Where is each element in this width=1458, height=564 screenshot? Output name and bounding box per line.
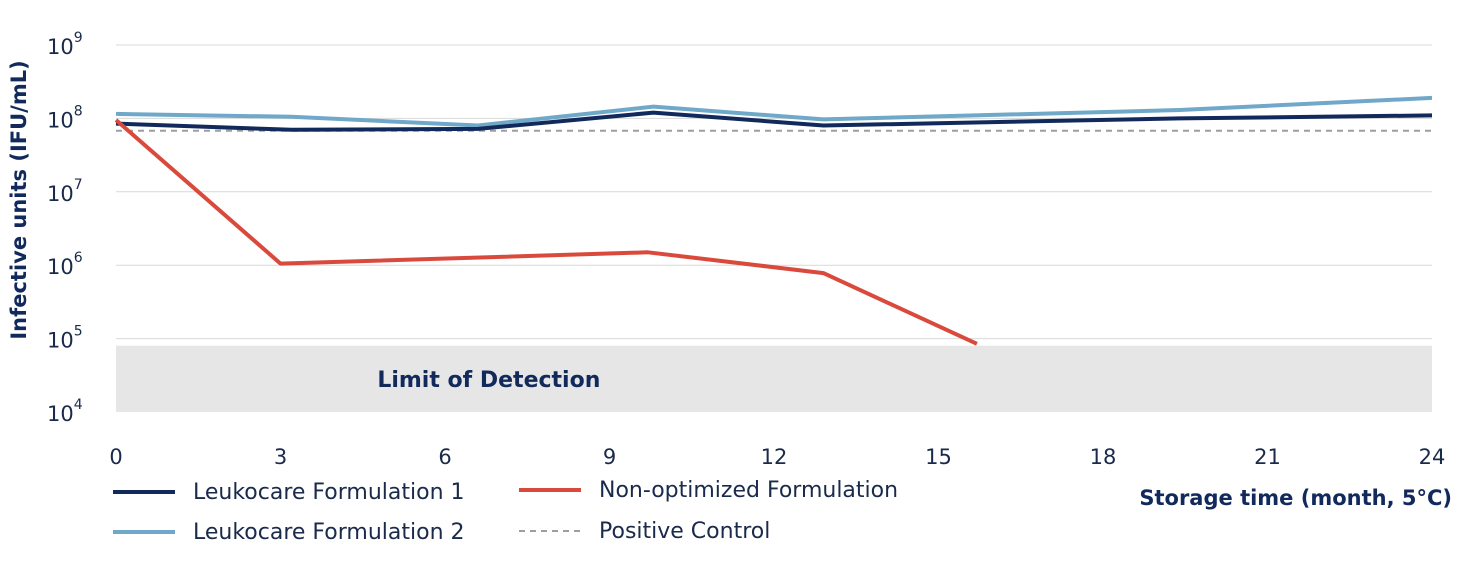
y-tick-label-4: 108 [47, 103, 83, 132]
x-tick-label-4: 12 [761, 445, 788, 469]
x-tick-label-3: 9 [603, 445, 616, 469]
series-line-non-optimized-formulation [114, 118, 978, 346]
series-layer [114, 95, 1433, 346]
x-tick-label-1: 3 [274, 445, 287, 469]
y-tick-label-1: 105 [47, 324, 83, 353]
x-tick-label-0: 0 [109, 445, 122, 469]
legend-label-non-optimized-formulation: Non-optimized Formulation [599, 478, 898, 503]
y-axis-title: Infective units (IFU/mL) [7, 60, 31, 339]
legend-label-leukocare-formulation-1: Leukocare Formulation 1 [193, 480, 465, 505]
x-tick-label-7: 21 [1254, 445, 1281, 469]
series-line-leukocare-formulation-2 [115, 95, 1433, 128]
x-tick-label-5: 15 [925, 445, 952, 469]
limit-of-detection-band [116, 345, 1432, 412]
legend-label-positive-control: Positive Control [599, 519, 770, 544]
limit-of-detection-layer: Limit of Detection [116, 345, 1432, 412]
legend-label-leukocare-formulation-2: Leukocare Formulation 2 [193, 520, 465, 545]
x-tick-layer: 0 3 6 9 12 15 18 21 24 [109, 445, 1445, 469]
y-tick-layer: 104 105 106 107 108 109 [47, 30, 83, 426]
y-tick-label-0: 104 [47, 397, 83, 426]
limit-of-detection-label: Limit of Detection [377, 368, 600, 393]
x-tick-label-8: 24 [1419, 445, 1446, 469]
x-axis-title: Storage time (month, 5°C) [1139, 486, 1452, 510]
legend-layer: Leukocare Formulation 1 Non-optimized For… [113, 478, 898, 545]
y-tick-label-2: 106 [47, 250, 83, 279]
series-line-leukocare-formulation-1 [115, 110, 1433, 132]
x-tick-label-2: 6 [438, 445, 451, 469]
y-tick-label-5: 109 [47, 30, 83, 59]
grid-layer [116, 44, 1432, 340]
x-tick-label-6: 18 [1090, 445, 1117, 469]
y-tick-label-3: 107 [47, 177, 83, 206]
